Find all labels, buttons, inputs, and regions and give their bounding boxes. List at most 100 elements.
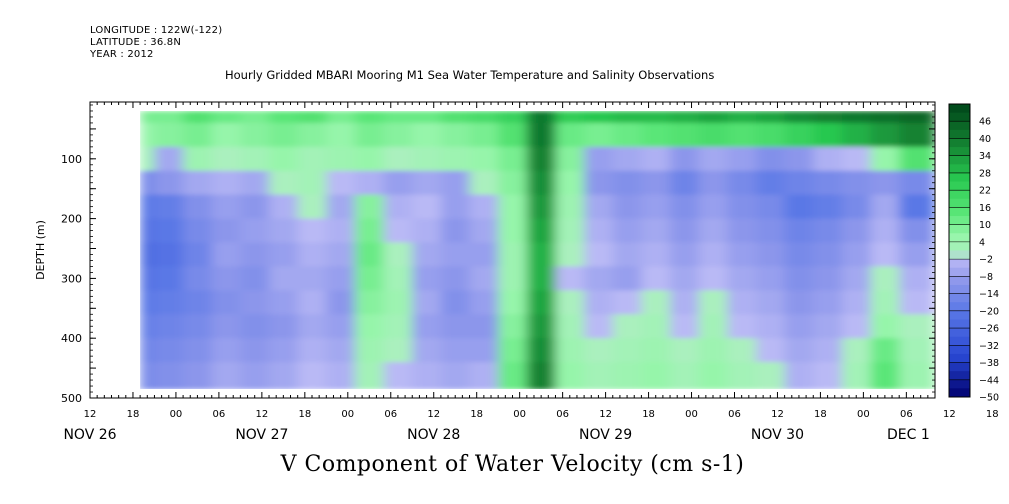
heatmap-cell [355, 194, 385, 220]
heatmap-cell [784, 146, 814, 172]
heatmap-cell [183, 170, 213, 196]
heatmap-cell [440, 266, 471, 291]
heatmap-cell [727, 242, 757, 267]
heatmap-cell [899, 170, 935, 196]
x-day-label: NOV 28 [407, 427, 460, 443]
heatmap-cell [412, 266, 442, 291]
heatmap-cell [584, 362, 614, 390]
colorbar-swatch [949, 259, 970, 269]
heatmap-cell [870, 338, 900, 363]
heatmap-cell [498, 242, 528, 267]
heatmap-cell [183, 338, 213, 363]
heatmap-cell [899, 314, 935, 339]
y-tick-label: 500 [61, 392, 82, 405]
heatmap-cell [412, 362, 442, 390]
colorbar-swatch [949, 267, 970, 277]
heatmap-cell [383, 146, 413, 172]
x-tick-label: 06 [728, 409, 741, 420]
heatmap-cell [154, 194, 184, 220]
heatmap-cell [183, 290, 213, 315]
heatmap-cell [211, 194, 241, 220]
heatmap-cell [555, 146, 585, 172]
heatmap-cell [140, 242, 155, 267]
heatmap-cell [469, 122, 499, 148]
heatmap-cell [555, 290, 585, 315]
heatmap-cell [297, 314, 327, 339]
x-tick-label: 18 [814, 409, 827, 420]
heatmap-cell [526, 111, 556, 124]
heatmap-cell [269, 218, 299, 244]
heatmap-cell [355, 218, 385, 244]
heatmap-cell [555, 194, 585, 220]
x-tick-label: 12 [943, 409, 956, 420]
x-tick-label: 18 [470, 409, 483, 420]
heatmap-cell [412, 122, 442, 148]
heatmap-cell [154, 290, 184, 315]
heatmap-cell [756, 338, 786, 363]
heatmap-cell [641, 338, 671, 363]
heatmap-cell [383, 314, 413, 339]
heatmap-cell [469, 362, 499, 390]
heatmap-cell [240, 314, 270, 339]
heatmap-cell [584, 170, 614, 196]
heatmap-cell [641, 362, 671, 390]
heatmap-cell [526, 290, 556, 315]
heatmap-cell [297, 218, 327, 244]
year-label: YEAR : 2012 [90, 49, 154, 60]
x-day-label: NOV 29 [579, 427, 632, 443]
heatmap-cell [412, 338, 442, 363]
heatmap-cell [440, 314, 471, 339]
heatmap-cell [211, 242, 241, 267]
heatmap-cell [526, 266, 556, 291]
heatmap-cell [899, 111, 935, 124]
heatmap-cell [841, 314, 872, 339]
heatmap-cell [612, 362, 642, 390]
colorbar-swatch [949, 198, 970, 208]
heatmap-cell [670, 290, 700, 315]
heatmap-cell [899, 338, 935, 363]
heatmap-cell [326, 314, 356, 339]
colorbar-swatch [949, 138, 970, 148]
heatmap-cell [240, 242, 270, 267]
colorbar-swatch [949, 216, 970, 226]
x-tick-label: 00 [170, 409, 183, 420]
heatmap-cell [440, 242, 471, 267]
colorbar-label: −14 [979, 289, 999, 300]
heatmap-cell [584, 338, 614, 363]
heatmap-cell [469, 194, 499, 220]
heatmap-cell [154, 242, 184, 267]
heatmap-cell [670, 266, 700, 291]
colorbar-label: 28 [979, 168, 991, 179]
heatmap-cell [784, 218, 814, 244]
heatmap-cell [498, 290, 528, 315]
heatmap-cell [813, 314, 843, 339]
heatmap-cell [297, 266, 327, 291]
heatmap-cell [211, 290, 241, 315]
heatmap-cell [555, 170, 585, 196]
heatmap-cell [383, 290, 413, 315]
heatmap-cell [841, 290, 872, 315]
heatmap-cell [211, 170, 241, 196]
heatmap-cell [383, 338, 413, 363]
heatmap-cell [412, 111, 442, 124]
x-tick-label: 00 [685, 409, 698, 420]
heatmap-cell [641, 218, 671, 244]
heatmap-cell [498, 362, 528, 390]
chart-title: Hourly Gridded MBARI Mooring M1 Sea Wate… [225, 68, 715, 82]
heatmap-cell [211, 266, 241, 291]
heatmap-cell [140, 170, 155, 196]
x-tick-label: 00 [513, 409, 526, 420]
heatmap-cell [326, 290, 356, 315]
heatmap-cell [269, 170, 299, 196]
heatmap-cell [698, 218, 728, 244]
heatmap-cell [756, 111, 786, 124]
heatmap-cell [555, 338, 585, 363]
heatmap-cell [183, 218, 213, 244]
heatmap-cell [326, 218, 356, 244]
heatmap-cell [641, 290, 671, 315]
x-tick-label: 06 [384, 409, 397, 420]
heatmap-cell [584, 111, 614, 124]
colorbar-label: 34 [979, 151, 991, 162]
heatmap-cell [140, 338, 155, 363]
heatmap-cell [784, 314, 814, 339]
